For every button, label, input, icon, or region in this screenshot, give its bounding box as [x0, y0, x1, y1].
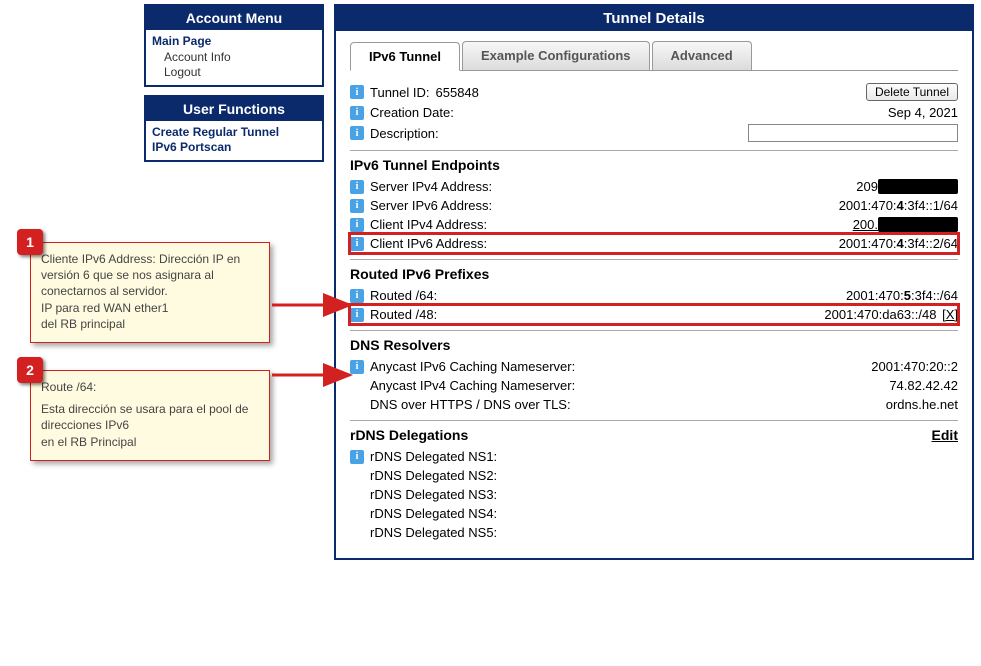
description-input[interactable] [748, 124, 958, 142]
user-functions-title: User Functions [146, 97, 322, 121]
anycast6-value: 2001:470:20::2 [871, 359, 958, 374]
info-icon: i [350, 199, 364, 213]
server-ipv4-label: Server IPv4 Address: [370, 179, 492, 194]
tab-example-configs[interactable]: Example Configurations [462, 41, 650, 70]
creation-date-value: Sep 4, 2021 [888, 105, 958, 120]
info-icon: i [350, 180, 364, 194]
anycast4-value: 74.82.42.42 [889, 378, 958, 393]
routed64-label: Routed /64: [370, 288, 437, 303]
server-ipv6-value: 2001:470:4:3f4::1/64 [839, 198, 958, 213]
info-icon: i [350, 360, 364, 374]
account-menu-title: Account Menu [146, 6, 322, 30]
client-ipv4-label: Client IPv4 Address: [370, 217, 487, 232]
rdns2-label: rDNS Delegated NS2: [370, 468, 497, 483]
rdns5-label: rDNS Delegated NS5: [370, 525, 497, 540]
info-icon: i [350, 106, 364, 120]
prefixes-header: Routed IPv6 Prefixes [350, 259, 958, 282]
info-icon: i [350, 85, 364, 99]
client-ipv6-value: 2001:470:4:3f4::2/64 [839, 236, 958, 251]
account-info-link[interactable]: Account Info [152, 50, 316, 66]
endpoints-header: IPv6 Tunnel Endpoints [350, 150, 958, 173]
callout-2-text1: Route /64: [41, 379, 259, 395]
rdns-header: rDNS Delegations Edit [350, 420, 958, 443]
callout-2-badge: 2 [17, 357, 43, 383]
logout-link[interactable]: Logout [152, 65, 316, 81]
client-ipv4-value: 200.. [853, 217, 958, 232]
tab-advanced[interactable]: Advanced [652, 41, 752, 70]
callout-2: 2 Route /64: Esta dirección se usara par… [30, 370, 270, 461]
callout-2-text3: en el RB Principal [41, 434, 259, 450]
main-page-link[interactable]: Main Page [152, 34, 211, 48]
rdns3-label: rDNS Delegated NS3: [370, 487, 497, 502]
doh-value: ordns.he.net [886, 397, 958, 412]
callout-1: 1 Cliente IPv6 Address: Dirección IP en … [30, 242, 270, 343]
anycast4-label: Anycast IPv4 Caching Nameserver: [370, 378, 575, 393]
info-icon: i [350, 450, 364, 464]
rdns4-label: rDNS Delegated NS4: [370, 506, 497, 521]
info-icon: i [350, 237, 364, 251]
tunnel-details-panel: Tunnel Details IPv6 Tunnel Example Confi… [334, 4, 974, 560]
tab-ipv6-tunnel[interactable]: IPv6 Tunnel [350, 42, 460, 71]
client-ipv6-label: Client IPv6 Address: [370, 236, 487, 251]
user-functions-panel: User Functions Create Regular Tunnel IPv… [144, 95, 324, 162]
create-tunnel-link[interactable]: Create Regular Tunnel [152, 125, 279, 139]
dns-header: DNS Resolvers [350, 330, 958, 353]
description-label: Description: [370, 126, 439, 141]
rdns1-label: rDNS Delegated NS1: [370, 449, 497, 464]
rdns-edit-link[interactable]: Edit [932, 427, 958, 443]
anycast6-label: Anycast IPv6 Caching Nameserver: [370, 359, 575, 374]
info-icon: i [350, 126, 364, 140]
info-icon: i [350, 289, 364, 303]
callout-1-text3: del RB principal [41, 316, 259, 332]
callout-2-text2: Esta dirección se usara para el pool de … [41, 401, 259, 433]
delete-tunnel-button[interactable]: Delete Tunnel [866, 83, 958, 101]
creation-date-label: Creation Date: [370, 105, 454, 120]
callout-1-text1: Cliente IPv6 Address: Dirección IP en ve… [41, 251, 259, 300]
routed64-value: 2001:470:5:3f4::/64 [846, 288, 958, 303]
tunnel-id-value: 655848 [436, 85, 479, 100]
server-ipv4-value: 209. [856, 179, 958, 194]
server-ipv6-label: Server IPv6 Address: [370, 198, 492, 213]
doh-label: DNS over HTTPS / DNS over TLS: [370, 397, 571, 412]
routed48-label: Routed /48: [370, 307, 437, 322]
account-menu-panel: Account Menu Main Page Account Info Logo… [144, 4, 324, 87]
tunnel-id-label: Tunnel ID: [370, 85, 430, 100]
ipv6-portscan-link[interactable]: IPv6 Portscan [152, 140, 231, 154]
routed48-value: 2001:470:da63::/48 [X] [824, 307, 958, 322]
callout-1-badge: 1 [17, 229, 43, 255]
info-icon: i [350, 308, 364, 322]
tabs: IPv6 Tunnel Example Configurations Advan… [350, 41, 958, 71]
routed48-remove-link[interactable]: [X] [942, 307, 958, 322]
info-icon: i [350, 218, 364, 232]
callout-1-text2: IP para red WAN ether1 [41, 300, 259, 316]
tunnel-details-title: Tunnel Details [336, 6, 972, 31]
